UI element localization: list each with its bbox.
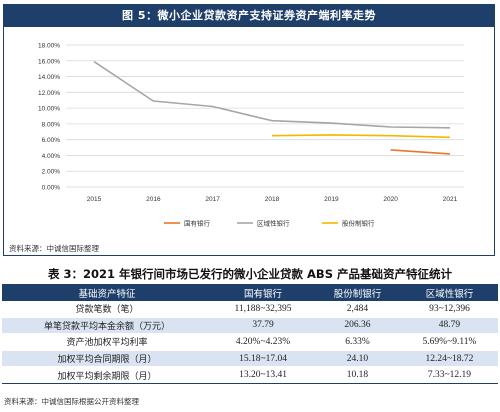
y-tick-label: 8.00%	[42, 121, 61, 128]
row-label: 单笔贷款平均本金余额（万元）	[2, 317, 213, 335]
series-line	[93, 60, 451, 129]
table-cell: 5.69%~9.11%	[400, 333, 498, 351]
row-label: 加权平均剩余期限（月）	[2, 366, 213, 384]
x-tick-label: 2021	[443, 196, 458, 203]
row-label: 资产池加权平均利率	[2, 333, 213, 351]
x-tick-label: 2018	[265, 196, 280, 203]
y-tick-label: 4.00%	[42, 153, 61, 160]
legend-label: 区域性银行	[257, 219, 290, 228]
legend-label: 国有银行	[184, 219, 211, 228]
table-row: 资产池加权平均利率 4.20%~4.23% 6.33% 5.69%~9.11%	[2, 333, 498, 351]
row-label: 贷款笔数（笔）	[2, 301, 213, 318]
table-cell: 15.18~17.04	[212, 350, 314, 368]
table-header-row: 基础资产特征 国有银行 股份制银行 区域性银行	[2, 284, 498, 301]
series-line	[390, 149, 451, 155]
header-cell: 区域性银行	[400, 284, 498, 301]
header-cell: 股份制银行	[313, 284, 401, 301]
x-tick-label: 2019	[324, 196, 339, 203]
table-cell: 93~12,396	[400, 301, 498, 318]
figure-panel: 图 5：微小企业贷款资产支持证券资产端利率走势 0.00% 2.00% 4.00% 6…	[3, 4, 495, 256]
header-cell: 国有银行	[212, 284, 314, 301]
y-tick-label: 18.00%	[38, 43, 60, 50]
table-cell: 13.20~13.41	[212, 366, 314, 384]
y-tick-label: 2.00%	[42, 169, 61, 176]
table-title: 表 3：2021 年银行间市场已发行的微小企业贷款 ABS 产品基础资产特征统计	[48, 267, 452, 281]
table-cell: 11,188~32,395	[212, 301, 314, 318]
y-tick-label: 16.00%	[38, 58, 60, 65]
table-row: 加权平均剩余期限（月） 13.20~13.41 10.18 7.33~12.19	[2, 366, 498, 384]
x-tick-label: 2015	[87, 196, 102, 203]
table-cell: 2,484	[313, 301, 401, 318]
x-tick-label: 2017	[205, 196, 220, 203]
figure-source: 资料来源：中诚信国际整理	[9, 244, 99, 253]
series-line	[271, 134, 451, 139]
stats-table: 基础资产特征 国有银行 股份制银行 区域性银行 贷款笔数（笔） 11,188~3…	[2, 284, 498, 384]
table-row: 单笔贷款平均本金余额（万元） 37.79 206.36 48.79	[2, 317, 498, 335]
table-cell: 6.33%	[313, 333, 401, 351]
legend-label: 股份制银行	[342, 219, 375, 228]
table-cell: 37.79	[212, 317, 314, 335]
y-tick-label: 10.00%	[38, 106, 60, 113]
y-tick-label: 0.00%	[42, 185, 61, 192]
line-chart: 0.00% 2.00% 4.00% 6.00% 8.00% 10.00% 12.00% 14.…	[38, 43, 464, 228]
table-cell: 7.33~12.19	[400, 366, 498, 384]
y-tick-label: 14.00%	[38, 74, 60, 81]
table-row: 贷款笔数（笔） 11,188~32,395 2,484 93~12,396	[2, 301, 498, 318]
table-cell: 24.10	[313, 350, 401, 368]
row-label: 加权平均合同期限（月）	[2, 350, 213, 368]
y-tick-label: 6.00%	[42, 137, 61, 144]
x-tick-label: 2016	[146, 196, 161, 203]
table-cell: 4.20%~4.23%	[212, 333, 314, 351]
table-source: 资料来源：中诚信国际根据公开资料整理	[4, 397, 139, 406]
table-row: 加权平均合同期限（月） 15.18~17.04 24.10 12.24~18.7…	[2, 350, 498, 368]
x-tick-label: 2020	[383, 196, 398, 203]
table-cell: 48.79	[400, 317, 498, 335]
table-cell: 12.24~18.72	[400, 350, 498, 368]
figure-title: 图 5：微小企业贷款资产支持证券资产端利率走势	[4, 5, 494, 27]
header-cell: 基础资产特征	[2, 284, 213, 301]
y-tick-label: 12.00%	[38, 90, 60, 97]
table-cell: 10.18	[313, 366, 401, 384]
table-cell: 206.36	[313, 317, 401, 335]
